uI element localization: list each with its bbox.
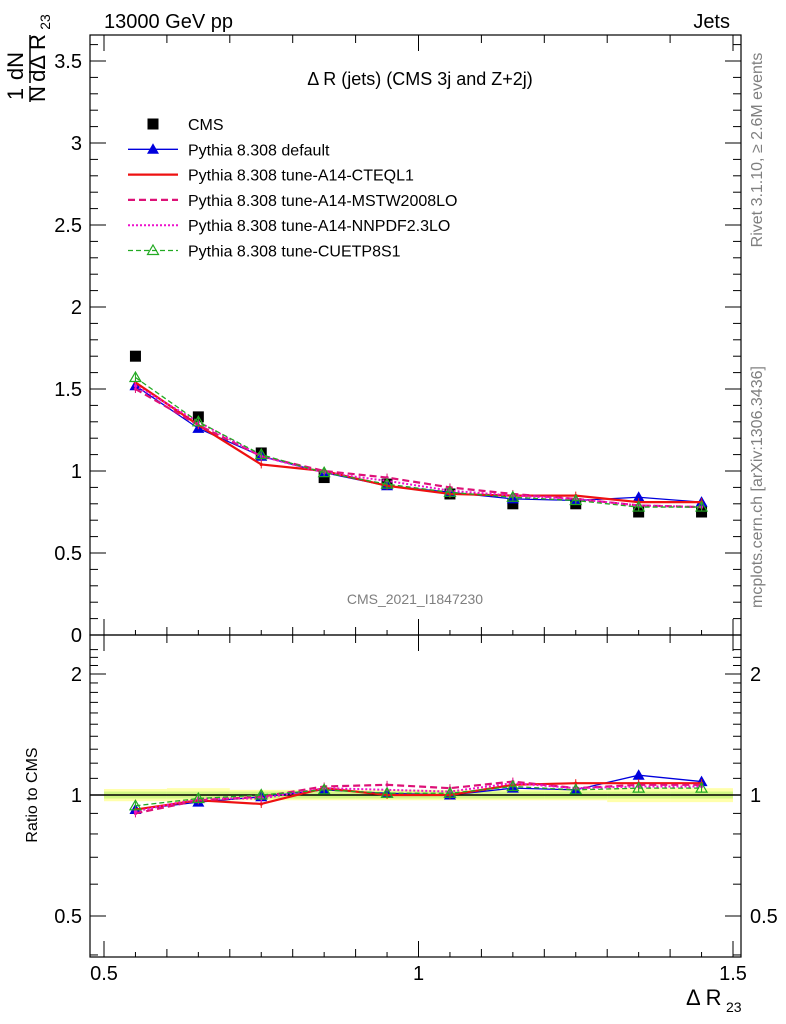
y-tick-label: 3.5 [54,51,82,73]
legend-label-cuetp8s1: Pythia 8.308 tune-CUETP8S1 [188,244,401,261]
legend-label-default: Pythia 8.308 default [188,142,330,159]
legend-entry-mstw: Pythia 8.308 tune-A14-MSTW2008LO [128,193,457,210]
series-line-cuetp8s1 [135,785,702,807]
main-panel: 0 0.5 1 1.5 2 2.5 3 3.5 Δ R (jets) (CMS 3j and … [54,34,742,647]
y-tick-label: 3 [71,133,82,155]
point-cuetp8s1-5 [443,786,457,798]
x-tick-label: 1.5 [719,963,747,985]
y-tick-label: 0 [71,625,82,647]
point-nnpdf-0 [133,809,138,814]
series-line-default [135,385,702,503]
rivet-version-text: Rivet 3.1.10, ≥ 2.6M events [749,53,766,248]
ratio-y-tick-label-left: 1 [71,785,82,807]
watermark: CMS_2021_I1847230 [347,591,483,607]
legend-entry-data: CMS [147,117,224,134]
x-tick-label: 0.5 [90,963,118,985]
ylabel-d-den: dΔ R [25,34,50,82]
point-cuetp8s1-0 [128,799,142,811]
point-cuetp8s1-6 [506,779,520,792]
point-cuetp8s1-5 [443,485,457,497]
legend-label-nnpdf: Pythia 8.308 tune-A14-NNPDF2.3LO [188,218,450,235]
legend-entry-default: Pythia 8.308 default [128,142,330,159]
ratio-y-tick-label-left: 2 [71,664,82,686]
legend-marker-default [147,143,159,154]
legend-entry-cteql1: Pythia 8.308 tune-A14-CTEQL1 [128,168,414,185]
point-cuetp8s1-7 [569,493,583,506]
series-line-nnpdf [135,782,702,813]
main-title: Δ R (jets) (CMS 3j and Z+2j) [307,69,533,89]
point-mstw-4 [385,783,389,787]
point-cuetp8s1-1 [191,791,205,804]
series-line-cteql1 [134,381,702,504]
legend-marker-cuetp8s1 [146,243,160,256]
main-data-marks [128,350,709,518]
point-default-8 [632,769,645,780]
ylabel-d-num: dN [3,52,28,80]
ratio-y-tick-label-right: 2 [750,664,761,686]
ratio-y-tick-label-right: 0.5 [750,906,778,928]
series-line-cuetp8s1 [135,376,702,508]
point-nnpdf-0 [133,384,138,388]
point-cuetp8s1-6 [506,490,520,502]
legend: CMS Pythia 8.308 default Pythia 8.308 tune… [128,117,457,261]
point-cuetp8s1-8 [632,500,646,512]
point-cuetp8s1-2 [254,447,268,460]
series-line-cteql1 [135,782,702,811]
y-tick-label: 1.5 [54,379,82,401]
ratio-axis-ticks: 0.5 0.5 1 1 2 2 0.5 1 1.5 [54,635,778,985]
legend-entry-cuetp8s1: Pythia 8.308 tune-CUETP8S1 [128,244,401,261]
point-cuetp8s1-4 [380,786,394,798]
main-y-label: 1 N dN dΔ R 23 [3,14,53,102]
point-cuetp8s1-1 [191,415,205,427]
series-line-mstw [135,780,702,815]
cms-point-0 [129,350,141,362]
cms-point-9 [696,506,708,518]
main-axis-ticks: 0 0.5 1 1.5 2 2.5 3 3.5 [54,35,741,647]
x-label-sub: 23 [726,999,742,1015]
ratio-y-tick-label-right: 1 [750,785,761,807]
legend-label-mstw: Pythia 8.308 tune-A14-MSTW2008LO [188,193,457,210]
legend-entry-nnpdf: Pythia 8.308 tune-A14-NNPDF2.3LO [128,218,450,235]
x-label-main: Δ R [686,985,721,1010]
y-tick-label: 2.5 [54,215,82,237]
y-tick-label: 0.5 [54,543,82,565]
ratio-y-tick-label-left: 0.5 [54,906,82,928]
point-cteql1-2 [259,802,263,806]
series-line-nnpdf [134,384,702,509]
ratio-frame [89,634,742,958]
ylabel-sub: 23 [37,14,53,30]
point-default-8 [632,491,645,502]
ratio-data-marks [128,769,709,818]
legend-label-cteql1: Pythia 8.308 tune-A14-CTEQL1 [188,168,414,185]
cms-point-3 [318,472,330,484]
header-right: Jets [693,11,730,33]
cms-point-6 [507,498,519,510]
point-cteql1-2 [259,462,263,467]
point-cuetp8s1-4 [380,477,394,489]
mcplots-text: mcplots.cern.ch [arXiv:1306.3436] [749,366,766,608]
point-cuetp8s1-8 [632,781,646,793]
legend-swatch-cms [147,118,159,130]
point-cuetp8s1-9 [695,781,709,793]
y-tick-label: 1 [71,461,82,483]
series-line-mstw [134,388,702,509]
point-cuetp8s1-9 [695,500,709,512]
point-cuetp8s1-7 [569,783,583,795]
ratio-panel: 0.5 0.5 1 1 2 2 0.5 1 1.5 [54,634,778,985]
x-tick-label: 1 [413,963,424,985]
ylabel-frac-num: 1 [3,88,28,100]
ratio-y-label: Ratio to CMS [24,747,41,842]
cms-point-8 [633,506,645,518]
point-cuetp8s1-2 [254,788,268,800]
y-tick-label: 2 [71,297,82,319]
point-cuetp8s1-3 [317,783,331,795]
legend-label-data: CMS [188,117,224,134]
ylabel-frac-den: N [25,86,50,102]
point-cuetp8s1-0 [128,370,142,383]
point-cuetp8s1-3 [317,465,331,478]
header-left: 13000 GeV pp [104,11,233,33]
